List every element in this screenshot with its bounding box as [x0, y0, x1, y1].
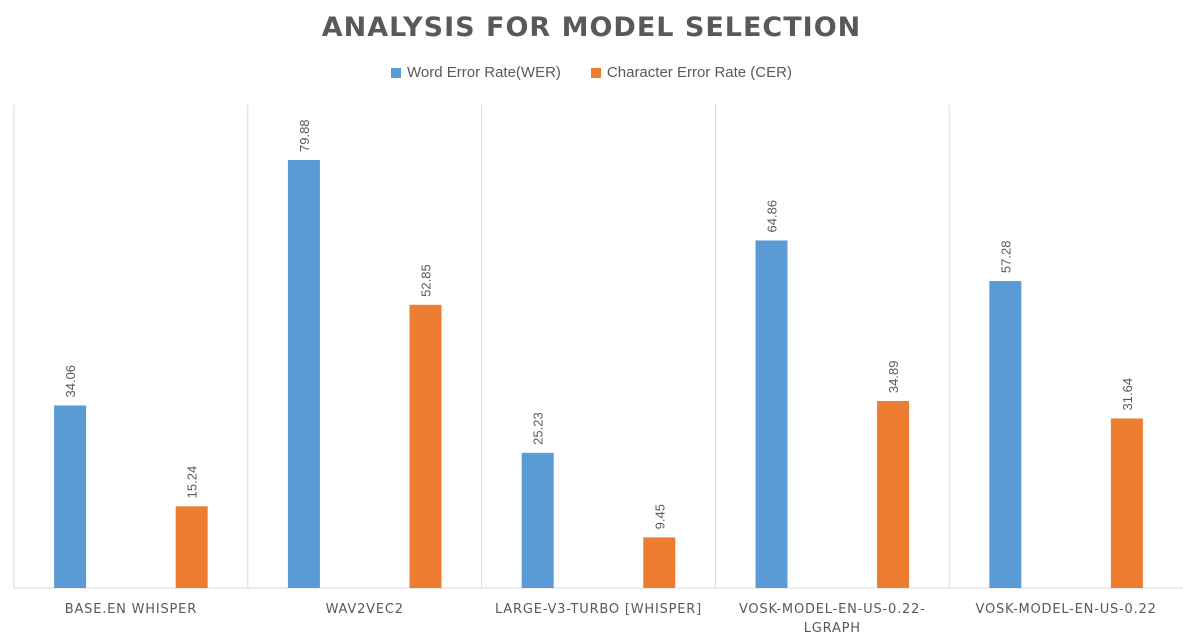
category-label: LARGE-V3-TURBO [WHISPER]: [495, 602, 702, 617]
cer-bar: [175, 506, 208, 588]
data-label: 15.24: [185, 466, 200, 499]
legend: Word Error Rate(WER) Character Error Rat…: [0, 64, 1183, 81]
legend-swatch-cer: [590, 67, 601, 78]
cer-bar: [643, 537, 676, 588]
legend-label-wer: Word Error Rate(WER): [407, 64, 561, 81]
chart-title: ANALYSIS FOR MODEL SELECTION: [321, 12, 862, 43]
category-label: BASE.EN WHISPER: [65, 602, 197, 617]
wer-bar: [755, 240, 788, 588]
legend-item-wer: Word Error Rate(WER): [391, 64, 561, 81]
category-label: WAV2VEC2: [326, 602, 404, 617]
category-label: VOSK-MODEL-EN-US-0.22: [975, 602, 1156, 617]
data-label: 57.28: [998, 241, 1013, 274]
wer-bar: [989, 281, 1022, 588]
legend-label-cer: Character Error Rate (CER): [606, 64, 792, 81]
category-label: VOSK-MODEL-EN-US-0.22-: [739, 602, 926, 617]
cer-bar: [1110, 418, 1143, 588]
data-label: 34.89: [886, 361, 901, 394]
wer-bar: [287, 160, 320, 588]
data-label: 64.86: [765, 200, 780, 233]
legend-swatch-wer: [391, 67, 402, 78]
data-label: 31.64: [1120, 378, 1135, 411]
category-label: LGRAPH: [804, 621, 861, 636]
data-label: 79.88: [297, 119, 312, 152]
data-label: 9.45: [652, 504, 667, 529]
wer-bar: [54, 405, 87, 588]
data-label: 34.06: [63, 365, 78, 398]
cer-bar: [409, 304, 442, 588]
cer-bar: [877, 401, 910, 588]
legend-item-cer: Character Error Rate (CER): [590, 64, 792, 81]
data-label: 52.85: [418, 264, 433, 297]
wer-bar: [521, 452, 554, 588]
data-label: 25.23: [531, 412, 546, 445]
